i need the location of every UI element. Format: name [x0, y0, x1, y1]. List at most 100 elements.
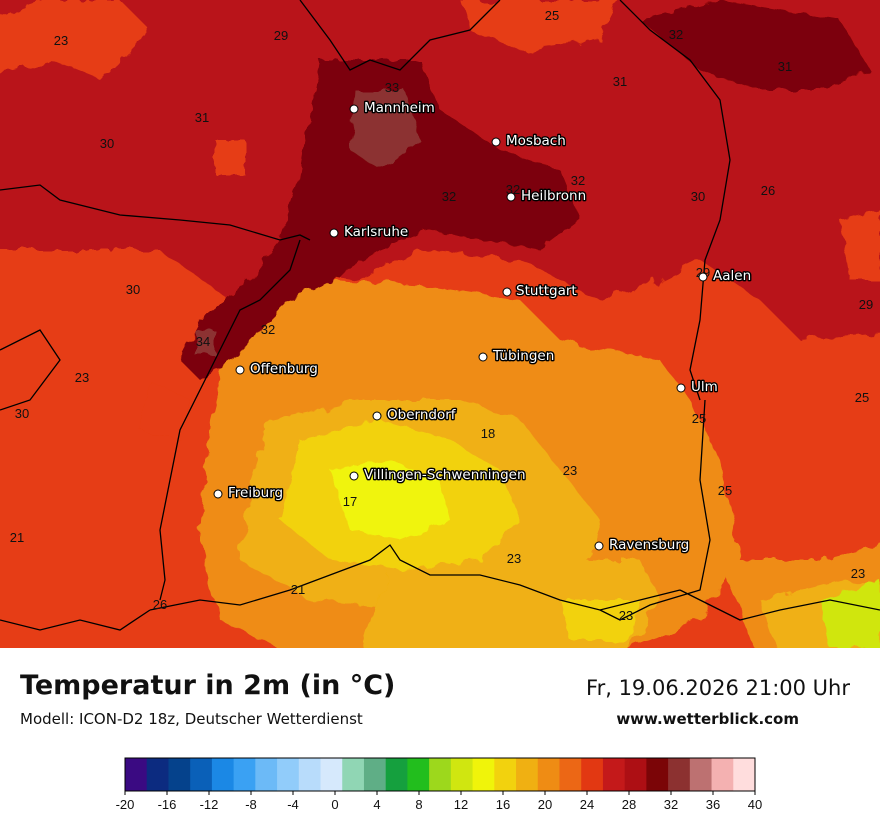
legend-swatch: [689, 758, 713, 791]
legend-tick-label: 8: [415, 797, 422, 812]
legend-tick-label: -20: [116, 797, 135, 812]
city-label: Ravensburg: [609, 537, 689, 553]
state-border-north: [299, 0, 501, 71]
legend-swatch: [298, 758, 322, 791]
city-offenburg[interactable]: Offenburg: [235, 360, 319, 378]
temp-label: 17: [343, 494, 357, 509]
temp-label: 25: [545, 8, 559, 23]
temp-label: 26: [761, 183, 775, 198]
border-southwest: [0, 609, 151, 631]
city-karlsruhe[interactable]: Karlsruhe: [329, 223, 410, 241]
city-label: Mannheim: [364, 100, 435, 116]
temp-label: 23: [619, 608, 633, 623]
temp-label: 32: [261, 322, 275, 337]
city-label: Oberndorf: [387, 407, 457, 423]
temp-label: 21: [291, 582, 305, 597]
temp-label: 26: [153, 597, 167, 612]
city-tuebingen[interactable]: Tübingen: [478, 347, 556, 365]
legend-swatch: [363, 758, 387, 791]
legend-swatch: [385, 758, 408, 791]
legend-swatch: [646, 758, 669, 791]
temp-label: 33: [385, 80, 399, 95]
swiss-border: [149, 544, 681, 611]
temp-label: 23: [507, 551, 521, 566]
city-mannheim[interactable]: Mannheim: [349, 99, 436, 117]
legend-tick-label: -4: [287, 797, 299, 812]
legend-tick-label: 12: [454, 797, 468, 812]
city-label: Mosbach: [506, 133, 566, 149]
legend-tick-label: -16: [158, 797, 177, 812]
legend-tick-label: 36: [706, 797, 720, 812]
city-heilbronn[interactable]: Heilbronn: [506, 187, 588, 205]
temp-label: 25: [718, 483, 732, 498]
legend-tick-label: 32: [664, 797, 678, 812]
temp-label: 23: [75, 370, 89, 385]
city-label: Stuttgart: [516, 283, 577, 299]
legend-swatch: [668, 758, 691, 791]
border-france: [0, 329, 61, 411]
legend-swatch: [233, 758, 256, 791]
city-label: Karlsruhe: [344, 224, 408, 240]
temp-label: 30: [126, 282, 140, 297]
legend-swatch: [168, 758, 191, 791]
legend-tick-label: -12: [200, 797, 219, 812]
city-stuttgart[interactable]: Stuttgart: [502, 282, 578, 300]
temp-label: 21: [10, 530, 24, 545]
city-freiburg[interactable]: Freiburg: [213, 484, 285, 502]
city-label: Aalen: [713, 268, 751, 284]
legend-swatch: [602, 758, 626, 791]
legend-swatch: [211, 758, 235, 791]
city-label: Ulm: [691, 379, 718, 395]
city-ulm[interactable]: Ulm: [676, 378, 719, 396]
city-aalen[interactable]: Aalen: [698, 267, 753, 285]
page-title: Temperatur in 2m (in °C): [20, 670, 396, 701]
state-border-east: [619, 0, 731, 401]
border-southeast: [679, 589, 880, 621]
legend-swatch: [429, 758, 452, 791]
temp-label: 32: [571, 173, 585, 188]
legend-swatch: [277, 758, 300, 791]
temp-label: 25: [855, 390, 869, 405]
website-link[interactable]: www.wetterblick.com: [616, 710, 799, 728]
legend-swatch: [407, 758, 430, 791]
legend-swatch: [450, 758, 474, 791]
legend-tick-label: 24: [580, 797, 594, 812]
legend-swatch: [559, 758, 582, 791]
temperature-map: 23 29 25 32 31 33 31 30 31 32 32 32 30 2…: [0, 0, 880, 648]
temp-label: 25: [692, 411, 706, 426]
city-label: Offenburg: [250, 361, 318, 377]
legend-swatch: [537, 758, 560, 791]
city-label: Villingen-Schwenningen: [364, 467, 526, 483]
legend-swatches: [124, 757, 756, 792]
legend-tick-label: 20: [538, 797, 552, 812]
legend-swatch: [624, 758, 647, 791]
legend-swatch: [255, 758, 278, 791]
temp-label: 32: [669, 27, 683, 42]
temp-label: 34: [196, 334, 210, 349]
city-ravensburg[interactable]: Ravensburg: [594, 536, 691, 554]
legend-swatch: [494, 758, 517, 791]
legend-swatch: [146, 758, 169, 791]
legend-swatch: [190, 758, 213, 791]
temp-label: 29: [274, 28, 288, 43]
legend-swatch: [125, 758, 148, 791]
legend-swatch: [472, 758, 495, 791]
legend-swatch: [733, 758, 756, 791]
legend-swatch: [320, 758, 343, 791]
color-legend: -20 -16 -12 -8 -4 0 4 8 12 16 20 24 28 32 36 40: [116, 757, 762, 812]
city-oberndorf[interactable]: Oberndorf: [372, 406, 458, 424]
city-label: Heilbronn: [521, 188, 586, 204]
city-label: Tübingen: [492, 348, 554, 364]
city-mosbach[interactable]: Mosbach: [491, 132, 567, 150]
legend-tick-label: 4: [373, 797, 380, 812]
city-label: Freiburg: [228, 485, 283, 501]
temp-label: 23: [54, 33, 68, 48]
rhine-border: [159, 239, 301, 601]
model-subtitle: Modell: ICON-D2 18z, Deutscher Wetterdie…: [20, 710, 363, 728]
city-villingen-schwenningen[interactable]: Villingen-Schwenningen: [349, 466, 527, 484]
temp-label: 23: [851, 566, 865, 581]
legend-tick-label: 28: [622, 797, 636, 812]
temp-label: 30: [100, 136, 114, 151]
legend-tick-label: -8: [245, 797, 257, 812]
legend-swatch: [581, 758, 604, 791]
